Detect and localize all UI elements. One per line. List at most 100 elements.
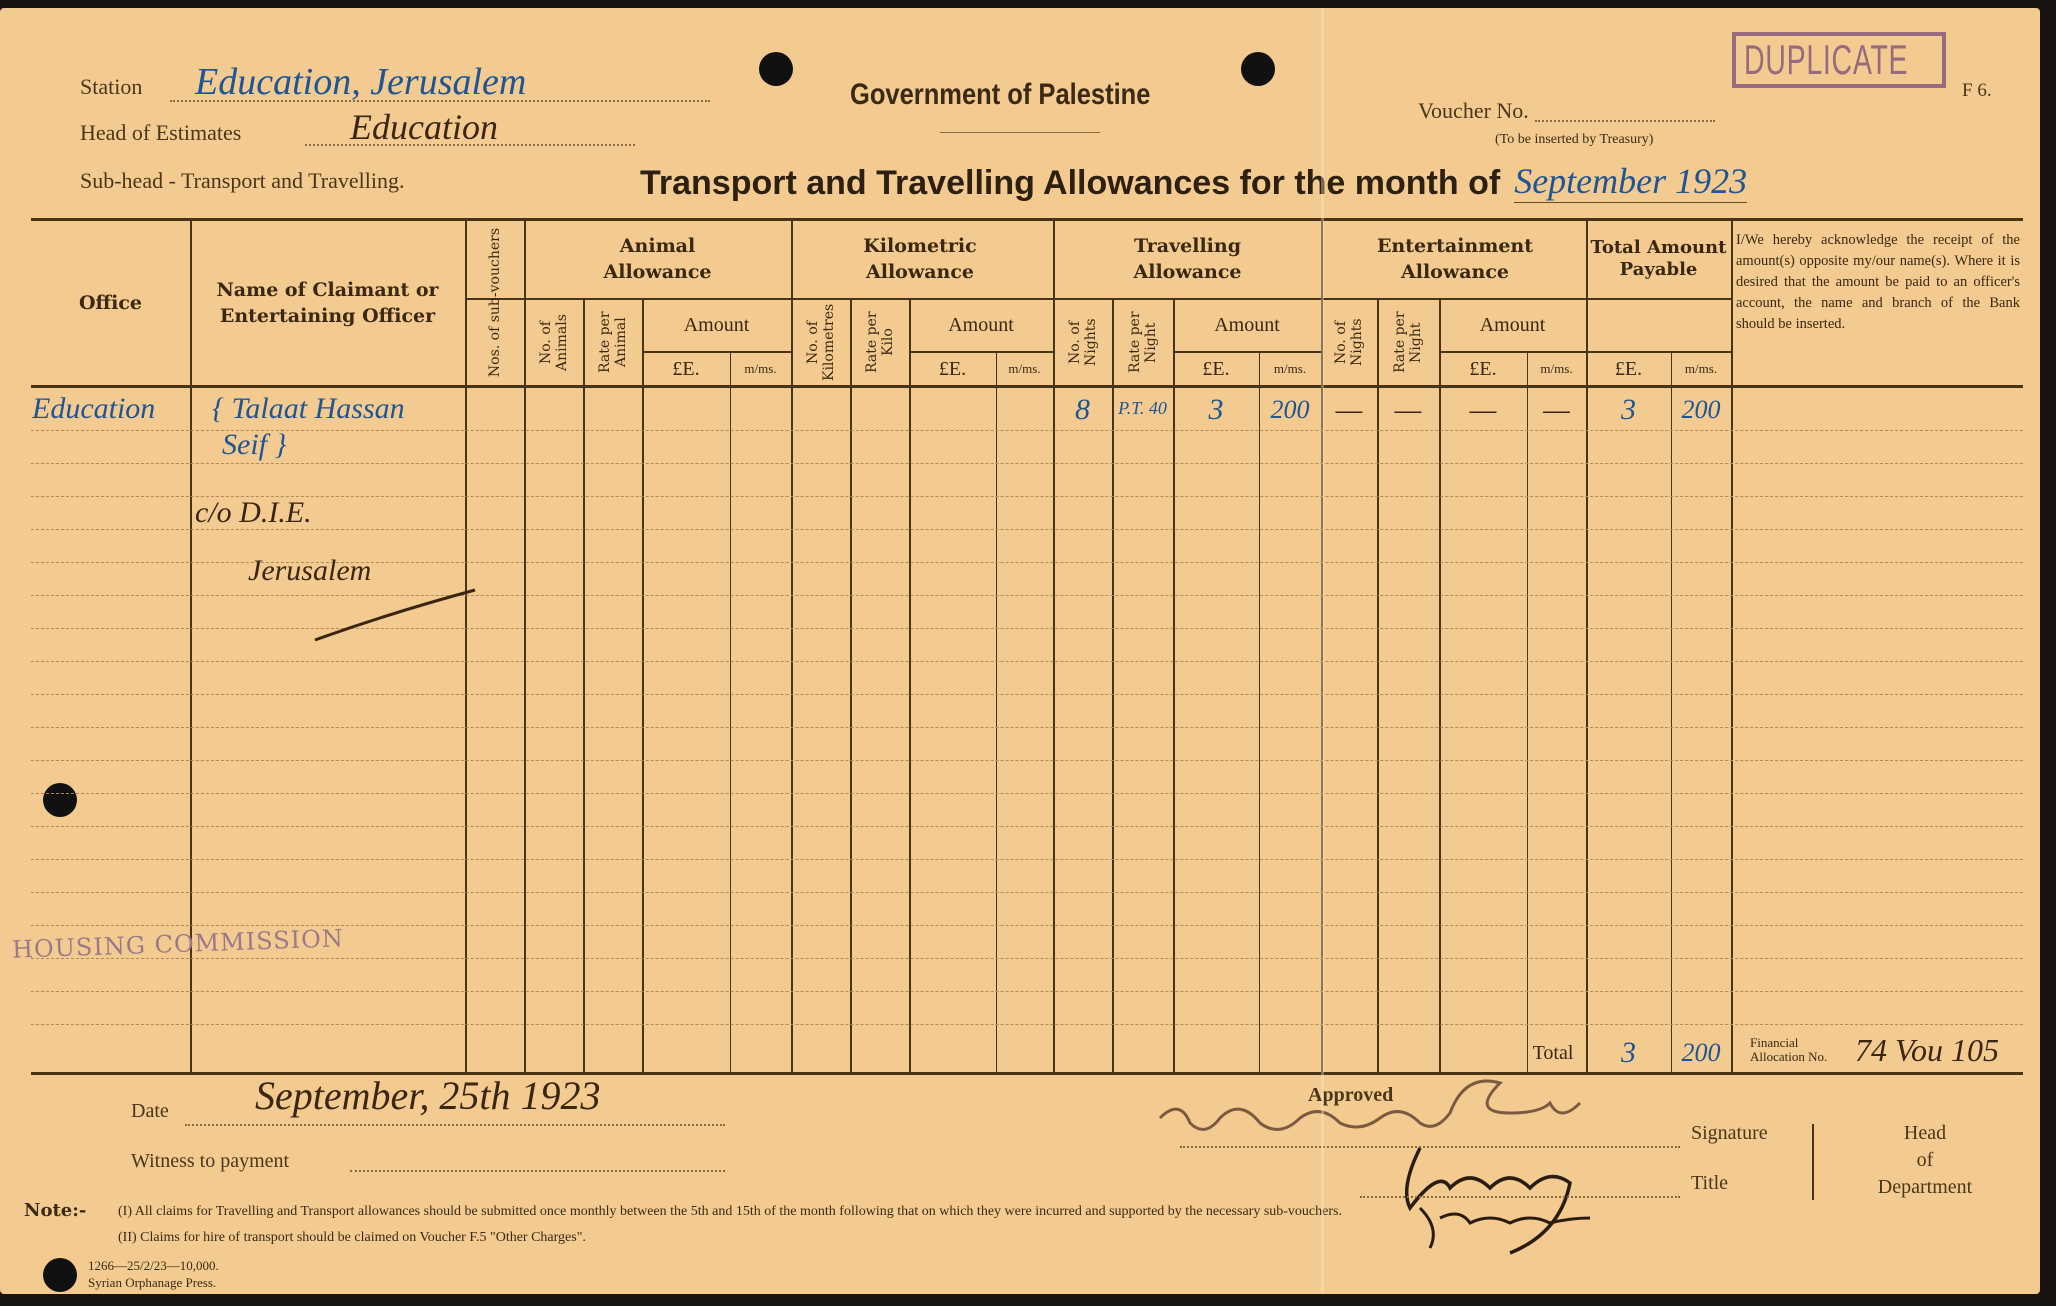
ruled-line [31,463,2023,464]
table-top-rule [31,218,2023,221]
amount-rule [1173,351,1321,353]
amount-rule [1586,351,1731,353]
station-field [170,100,710,102]
column-rule [1173,299,1175,1074]
printer-name: Syrian Orphanage Press. [88,1275,217,1290]
witness-label: Witness to payment [131,1150,290,1172]
hod-line-1: Head [1903,1122,1947,1144]
ruled-line [31,1024,2023,1025]
header-km-no: No. of Kilometres [804,303,837,382]
row-total-ms: 200 [1681,395,1721,424]
total-le: 3 [1621,1036,1636,1069]
signature-field[interactable] [1180,1146,1680,1148]
hod-line-2: of [1916,1149,1934,1171]
header-le: £E. [1614,357,1643,380]
column-rule [1377,299,1379,1074]
ent-ms: — [1543,393,1570,426]
column-rule [1439,299,1441,1074]
trav-le: 3 [1208,393,1224,426]
header-km-amount: Amount [948,314,1014,336]
header-km-rate: Rate per Kilo [863,311,896,374]
punch-hole [759,52,793,86]
acknowledgement-text: I/We hereby acknowledge the receipt of t… [1736,232,2020,332]
punch-hole [1241,52,1275,86]
row-name: { Talaat Hassan [212,392,405,425]
header-total-payable: Total Amount Payable [1590,237,1727,280]
header-le: £E. [1202,357,1230,380]
ruled-line [31,958,2023,959]
header-trav-amount: Amount [1214,314,1280,336]
header-name: Name of Claimant or Entertaining Officer [216,278,439,327]
ruled-line [31,991,2023,992]
column-rule [583,299,585,1074]
group-header-rule [465,298,1731,300]
header-entertainment-allowance: Entertainment Allowance [1376,235,1534,283]
date-value: September, 25th 1923 [255,1073,601,1118]
ruled-line [31,628,2023,629]
witness-field[interactable] [350,1170,725,1172]
note-1: (I) All claims for Travelling and Transp… [118,1204,1342,1219]
total-header-rule [1586,298,1731,300]
column-rule [1321,219,1323,1074]
allocation-value: 74 Vou 105 [1855,1032,1999,1068]
column-rule [730,352,731,1074]
duplicate-stamp: DUPLICATE [1732,32,1946,88]
punch-hole [43,783,77,817]
header-ms: m/ms. [1008,361,1041,376]
note-label: Note:- [24,1200,87,1221]
ruled-line [31,727,2023,728]
row-address: c/o D.I.E. [195,496,312,529]
column-rule [1671,352,1672,1074]
voucher-number-field[interactable] [1535,120,1715,122]
ruled-line [31,793,2023,794]
header-ent-rate: Rate per Night [1392,311,1424,374]
allocation-label-2: Allocation No. [1750,1049,1828,1064]
header-bottom-rule [31,385,2023,388]
ruled-line [31,430,2023,431]
column-rule [909,299,911,1074]
form-title: Transport and Travelling Allowances for … [640,164,1501,202]
subhead-label: Sub-head - Transport and Travelling. [80,168,405,193]
table-bottom-rule [31,1072,2023,1075]
header-ent-amount: Amount [1479,314,1546,336]
duplicate-stamp-text: DUPLICATE [1744,36,1909,83]
header-trav-no: No. of Nights [1066,318,1099,367]
total-label: Total [1532,1041,1574,1064]
trav-rate: P.T. 40 [1118,397,1167,418]
date-field[interactable] [185,1124,725,1126]
trav-nights: 8 [1075,393,1090,426]
column-rule [1527,352,1528,1074]
header-animal-allowance: Animal Allowance [603,235,712,283]
column-rule [190,219,192,1074]
header-kilometric-allowance: Kilometric Allowance [863,235,977,283]
signature-divider [1812,1124,1814,1200]
ruled-line [31,892,2023,893]
allocation-label-1: Financial [1750,1035,1799,1050]
header-ms: m/ms. [1273,361,1307,376]
ruled-line [31,496,2023,497]
amount-rule [1439,351,1586,353]
column-rule [642,299,644,1074]
head-of-estimates-value: Education [350,107,498,147]
ruled-line [31,661,2023,662]
station-label: Station [80,74,143,99]
form-title-row: Transport and Travelling Allowances for … [640,160,1748,203]
column-rule [1112,299,1114,1074]
header-ms: m/ms. [744,361,777,376]
heading-rule [940,132,1100,133]
amount-rule [642,351,791,353]
head-of-department-label: Head of Department [1860,1120,1990,1201]
column-rule [1053,219,1055,1074]
ruled-line [31,694,2023,695]
ruled-line [31,562,2023,563]
column-rule [1259,352,1260,1074]
voucher-label: Voucher No. [1418,98,1529,123]
voucher-note: (To be inserted by Treasury) [1495,132,1654,147]
amount-rule [909,351,1053,353]
head-of-estimates-field [305,144,635,146]
month-value: September 1923 [1514,161,1748,203]
header-le: £E. [672,357,700,380]
title-field[interactable] [1360,1196,1680,1198]
row-office: Education [32,392,156,425]
date-label: Date [131,1100,169,1122]
